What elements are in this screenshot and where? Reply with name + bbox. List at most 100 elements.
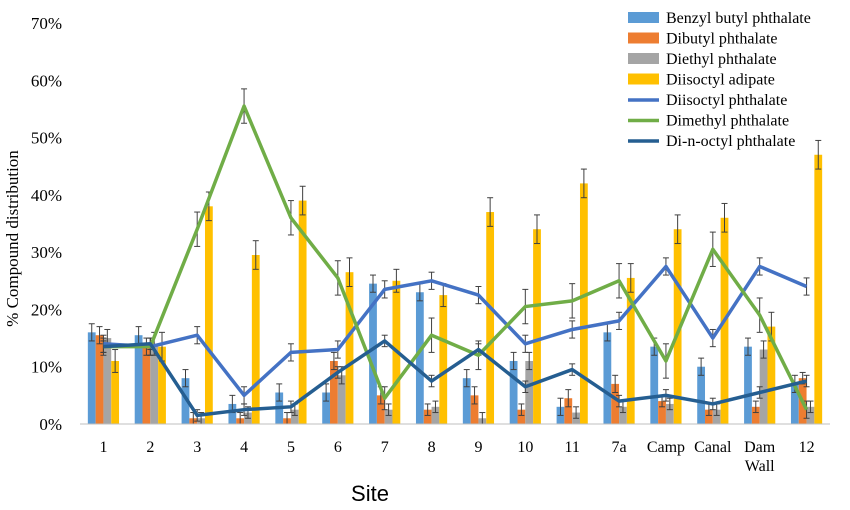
- bar: [626, 277, 635, 424]
- bar-error-bar: [276, 383, 283, 402]
- bar-error-bar: [674, 214, 681, 245]
- y-tick-label: 50%: [31, 129, 62, 148]
- bar: [415, 292, 424, 424]
- y-tick-label: 10%: [31, 358, 62, 377]
- bar: [369, 283, 377, 424]
- bar-error-bar: [612, 374, 619, 393]
- bar: [619, 406, 627, 424]
- bar: [814, 154, 823, 424]
- bar: [470, 395, 479, 424]
- bar-error-bar: [510, 351, 517, 371]
- bar: [204, 206, 213, 424]
- bar-error-bar: [760, 340, 767, 359]
- bar-error-bar: [88, 323, 95, 342]
- bar-error-bar: [666, 397, 673, 411]
- bar-error-bar: [471, 386, 478, 405]
- x-tick-label: 7a: [612, 439, 627, 456]
- bar-error-bar: [96, 326, 103, 345]
- x-tick-label: 6: [334, 439, 342, 456]
- bar: [697, 366, 706, 424]
- line-error-bar: [803, 400, 810, 419]
- bar: [650, 346, 659, 424]
- bar: [751, 406, 760, 424]
- bar: [603, 332, 612, 424]
- x-tick-label: 9: [474, 439, 482, 456]
- bar: [806, 406, 815, 424]
- bar-error-bar: [385, 403, 392, 416]
- bar-error-bar: [565, 389, 572, 408]
- bar: [462, 378, 471, 424]
- bar: [322, 392, 331, 424]
- bar: [142, 346, 151, 424]
- legend-swatch: [628, 32, 659, 44]
- bar: [790, 383, 799, 424]
- bar: [158, 346, 166, 424]
- y-tick-label: 0%: [39, 415, 62, 434]
- x-tick-label: 2: [146, 439, 154, 456]
- x-tick-label: 7: [381, 439, 389, 456]
- x-tick-label: 1: [99, 439, 107, 456]
- legend-label: Dibutyl phthalate: [666, 31, 778, 48]
- series-line: [103, 339, 807, 418]
- bar: [111, 360, 120, 424]
- x-tick-label: 12: [799, 439, 815, 456]
- series-line: [103, 104, 809, 411]
- bar-error-bar: [299, 185, 306, 216]
- bar-error-bar: [346, 257, 353, 288]
- bar: [564, 398, 573, 424]
- y-tick-label: 40%: [31, 186, 62, 205]
- bar-error-bar: [252, 240, 259, 270]
- y-tick-label: 20%: [31, 300, 62, 319]
- bar-error-bar: [463, 369, 470, 388]
- bar: [103, 338, 112, 424]
- bar-error-bar: [424, 403, 431, 416]
- bar: [579, 183, 588, 424]
- x-tick-label: Dam Wall: [744, 439, 776, 475]
- y-tick-labels: 0% 10% 20% 30% 40% 50% 60% 70%: [31, 14, 62, 434]
- lines-layer: [103, 104, 809, 418]
- bar: [611, 383, 620, 424]
- bar-error-bar: [534, 214, 541, 245]
- legend-swatch: [628, 53, 659, 64]
- bar: [486, 212, 495, 424]
- bar-error-bar: [752, 400, 759, 414]
- x-tick-label: 4: [240, 439, 248, 456]
- x-tick-label: Camp: [647, 439, 685, 456]
- bar: [181, 378, 190, 424]
- bar: [376, 395, 385, 424]
- bar: [150, 343, 159, 424]
- bar: [228, 403, 237, 424]
- legend-label: Diisoctyl phthalate: [666, 92, 787, 109]
- bar: [673, 229, 682, 424]
- bar: [431, 406, 440, 424]
- bar-error-bar: [112, 349, 119, 373]
- y-tick-label: 70%: [31, 14, 62, 33]
- legend-label: Diethyl phthalate: [666, 51, 777, 68]
- bar: [767, 326, 776, 424]
- bar: [533, 229, 541, 424]
- bar: [517, 409, 526, 424]
- bar-error-bar: [182, 369, 189, 388]
- bar: [665, 403, 674, 424]
- bar-error-bar: [698, 357, 705, 376]
- x-tick-label: 10: [517, 439, 533, 456]
- bar-error-bar: [557, 397, 564, 416]
- bar: [423, 409, 432, 424]
- bar: [525, 360, 534, 424]
- bar: [712, 409, 721, 424]
- bar: [95, 335, 104, 424]
- bar: [345, 272, 354, 424]
- x-tick-label: 5: [287, 439, 295, 456]
- y-axis-title: % Compound distribution: [3, 150, 22, 327]
- bar: [509, 360, 518, 424]
- bar-error-bar: [432, 400, 439, 414]
- x-tick-label: Canal: [694, 439, 732, 456]
- bar-error-bar: [369, 274, 376, 293]
- legend-swatch: [628, 12, 659, 23]
- bar-error-bar: [627, 263, 634, 293]
- bar: [251, 255, 260, 424]
- legend-label: Diisoctyl adipate: [666, 72, 775, 89]
- bar: [744, 346, 752, 424]
